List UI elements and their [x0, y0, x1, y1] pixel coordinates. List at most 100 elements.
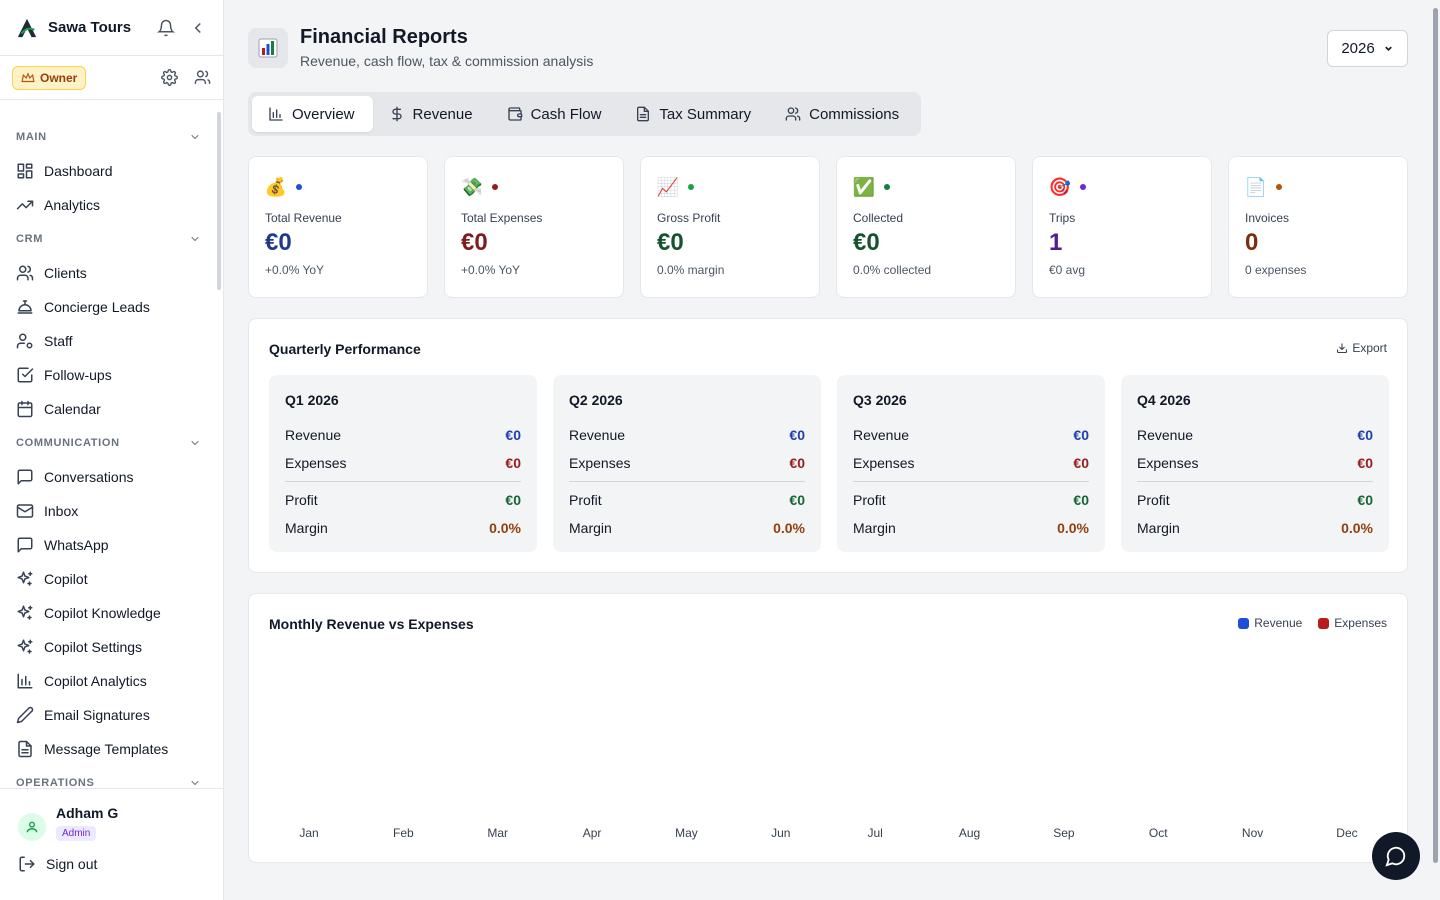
sidebar-item-whatsapp[interactable]: WhatsApp	[0, 528, 223, 562]
stat-label: Trips	[1049, 211, 1076, 225]
quarter-revenue-row: Revenue €0	[285, 421, 521, 449]
avatar	[18, 813, 46, 841]
sidebar-item-calendar[interactable]: Calendar	[0, 392, 223, 426]
section-header-main[interactable]: MAIN	[0, 120, 223, 154]
team-icon[interactable]	[194, 69, 211, 86]
sidebar-item-message-templates[interactable]: Message Templates	[0, 732, 223, 766]
quarter-profit-value: €0	[1357, 492, 1373, 508]
quarter-divider	[1137, 481, 1373, 482]
tab-tax-summary[interactable]: Tax Summary	[619, 96, 769, 132]
legend-item-revenue[interactable]: Revenue	[1238, 616, 1302, 630]
sidebar-item-label: Concierge Leads	[44, 299, 150, 315]
year-select[interactable]: 2026	[1327, 30, 1408, 67]
section-header-operations[interactable]: OPERATIONS	[0, 766, 223, 788]
quarter-revenue-label: Revenue	[569, 427, 626, 443]
sidebar-nav: MAIN Dashboard Analytics CRM Clients Concierg…	[0, 112, 223, 788]
chat-button[interactable]	[1372, 832, 1420, 880]
sidebar-header: Sawa Tours	[0, 0, 223, 56]
sidebar-item-staff[interactable]: Staff	[0, 324, 223, 358]
sidebar-item-inbox[interactable]: Inbox	[0, 494, 223, 528]
pen-icon	[16, 706, 34, 724]
year-value: 2026	[1341, 40, 1375, 57]
quarter-revenue-label: Revenue	[1137, 427, 1194, 443]
legend-label: Revenue	[1254, 616, 1303, 630]
quarter-title: Q3 2026	[853, 392, 907, 408]
section-header-communication[interactable]: COMMUNICATION	[0, 426, 223, 460]
gear-icon[interactable]	[161, 69, 178, 86]
sidebar-item-analytics[interactable]: Analytics	[0, 188, 223, 222]
sparkles-icon	[17, 571, 33, 586]
sidebar-item-label: Clients	[44, 265, 87, 281]
collapse-sidebar-icon[interactable]	[189, 19, 207, 37]
tab-revenue[interactable]: Revenue	[373, 96, 491, 132]
sidebar-item-clients[interactable]: Clients	[0, 256, 223, 290]
sidebar-item-copilot-knowledge[interactable]: Copilot Knowledge	[0, 596, 223, 630]
bell-icon[interactable]	[157, 19, 175, 37]
tab-overview[interactable]: Overview	[252, 96, 373, 132]
quarter-margin-row: Margin 0.0%	[569, 514, 805, 542]
stat-card-total-expenses: 💸 Total Expenses €0 +0.0% YoY	[444, 156, 624, 298]
sign-out-button[interactable]: Sign out	[0, 855, 223, 873]
sidebar-item-label: Copilot Settings	[44, 639, 143, 655]
stat-value: €0	[265, 229, 292, 256]
tab-label: Revenue	[412, 105, 473, 123]
user-name: Adham G	[56, 805, 119, 821]
quarter-margin-value: 0.0%	[489, 520, 521, 536]
stat-label: Gross Profit	[657, 211, 721, 225]
legend-swatch	[1318, 617, 1330, 629]
quarter-revenue-row: Revenue €0	[1137, 421, 1373, 449]
sidebar-item-email-signatures[interactable]: Email Signatures	[0, 698, 223, 732]
quarter-expenses-value: €0	[1073, 455, 1089, 471]
sidebar-scrollbar[interactable]	[217, 112, 221, 290]
quarter-expenses-label: Expenses	[853, 455, 915, 471]
quarterly-title: Quarterly Performance	[269, 341, 421, 357]
page-subtitle: Revenue, cash flow, tax & commission ana…	[300, 53, 594, 69]
quarter-margin-value: 0.0%	[1057, 520, 1089, 536]
sidebar-item-follow-ups[interactable]: Follow-ups	[0, 358, 223, 392]
sign-out-label: Sign out	[46, 856, 98, 872]
page-header: Financial Reports Revenue, cash flow, ta…	[248, 26, 593, 69]
section-title: MAIN	[16, 131, 47, 143]
sidebar-item-concierge-leads[interactable]: Concierge Leads	[0, 290, 223, 324]
section-header-crm[interactable]: CRM	[0, 222, 223, 256]
sidebar-item-copilot[interactable]: Copilot	[0, 562, 223, 596]
trending-up-icon	[16, 200, 34, 210]
tab-commissions[interactable]: Commissions	[769, 96, 917, 132]
users-icon	[16, 265, 34, 281]
sidebar-item-copilot-analytics[interactable]: Copilot Analytics	[0, 664, 223, 698]
sidebar-item-conversations[interactable]: Conversations	[0, 460, 223, 494]
month-tick-label: Aug	[958, 826, 981, 840]
check-square-icon	[17, 367, 34, 383]
chart-legend: Revenue Expenses	[1238, 616, 1387, 630]
quarter-divider	[569, 481, 805, 482]
quarter-title: Q1 2026	[285, 392, 339, 408]
sidebar-item-label: Follow-ups	[44, 367, 112, 383]
month-tick-label: Apr	[582, 826, 602, 840]
legend-item-expenses[interactable]: Expenses	[1318, 616, 1387, 630]
page-scrollbar[interactable]	[1431, 0, 1440, 900]
quarter-divider	[285, 481, 521, 482]
sidebar-item-dashboard[interactable]: Dashboard	[0, 154, 223, 188]
export-button[interactable]: Export	[1336, 341, 1387, 355]
stat-card-collected: ✅ Collected €0 0.0% collected	[836, 156, 1016, 298]
chevron-down-icon	[191, 441, 199, 445]
quarter-profit-label: Profit	[853, 492, 886, 508]
quarter-profit-row: Profit €0	[569, 486, 805, 514]
sidebar-item-copilot-settings[interactable]: Copilot Settings	[0, 630, 223, 664]
section-title: COMMUNICATION	[16, 437, 120, 449]
bar-chart-icon	[17, 673, 33, 689]
bar-chart-icon	[269, 107, 283, 121]
tab-cash-flow[interactable]: Cash Flow	[491, 96, 620, 132]
month-tick-label: Feb	[393, 826, 414, 840]
user-icon	[26, 821, 38, 833]
stat-label: Collected	[853, 211, 904, 225]
month-tick-label: Jan	[299, 826, 319, 840]
quarter-card-q3-2026: Q3 2026 Revenue €0 Expenses €0 Profit €0 Margin…	[837, 375, 1105, 552]
user-profile[interactable]: Adham G Admin	[0, 789, 223, 841]
quarter-divider	[853, 481, 1089, 482]
quarter-margin-row: Margin 0.0%	[1137, 514, 1373, 542]
quarter-revenue-value: €0	[505, 427, 521, 443]
download-icon	[1337, 343, 1348, 354]
sidebar-item-label: Analytics	[44, 197, 101, 213]
quarter-profit-row: Profit €0	[853, 486, 1089, 514]
